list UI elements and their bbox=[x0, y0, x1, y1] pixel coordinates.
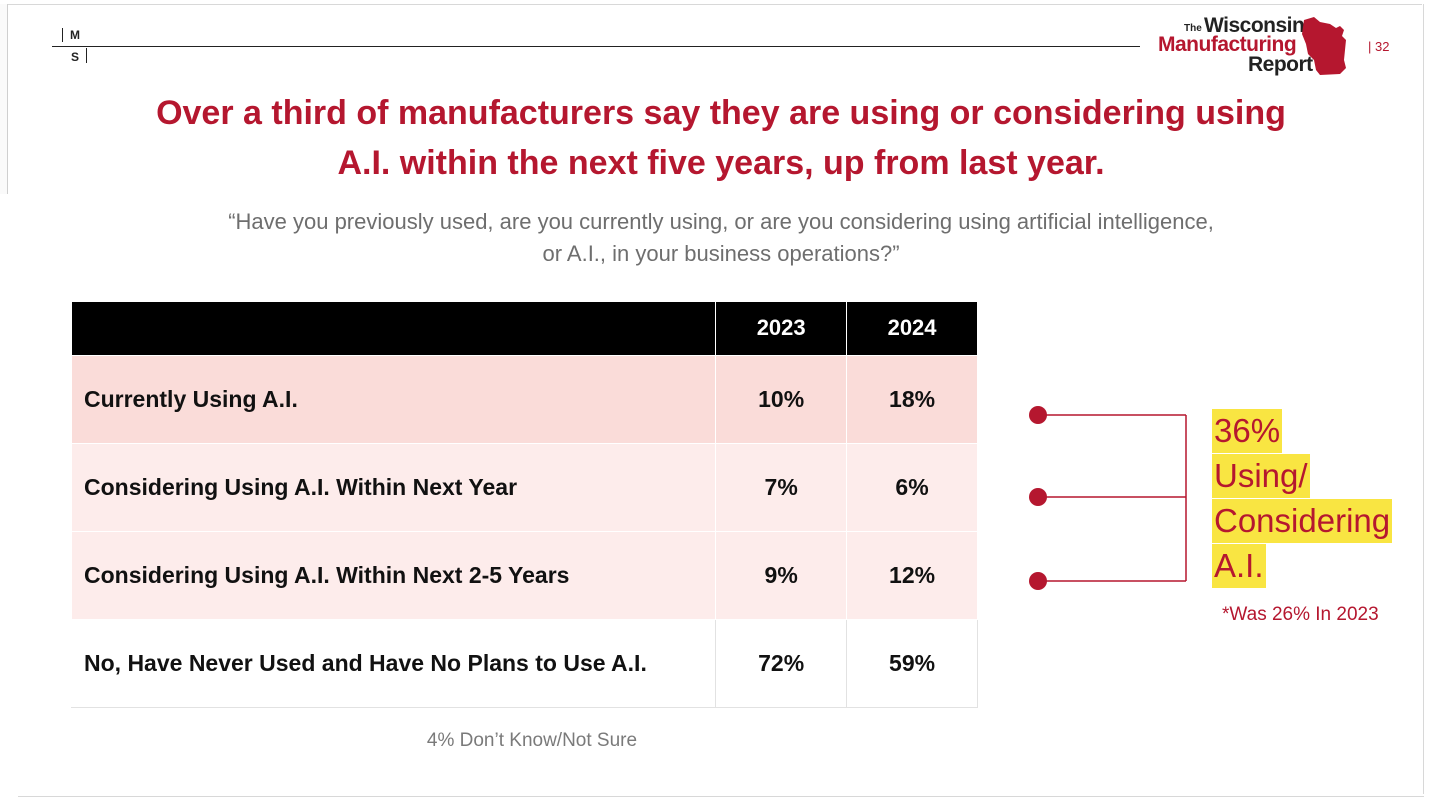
brand-the: The bbox=[1184, 23, 1202, 34]
slide-title: Over a third of manufacturers say they a… bbox=[60, 88, 1382, 188]
question-line-2: or A.I., in your business operations?” bbox=[542, 241, 900, 266]
value-2023: 9% bbox=[715, 530, 848, 620]
column-header-2024: 2024 bbox=[846, 302, 978, 355]
ms-logo-m: M bbox=[70, 28, 80, 42]
title-line-2: A.I. within the next five years, up from… bbox=[337, 144, 1105, 182]
callout-line-3: Considering bbox=[1212, 499, 1393, 543]
value-2023: 10% bbox=[715, 354, 848, 444]
question-line-1: “Have you previously used, are you curre… bbox=[228, 209, 1214, 234]
footnote: 4% Don’t Know/Not Sure bbox=[426, 730, 638, 751]
column-header-2023: 2023 bbox=[715, 302, 848, 355]
wisconsin-state-icon bbox=[1302, 17, 1346, 75]
wisconsin-manufacturing-report-logo: The Wisconsin Manufacturing Report bbox=[1150, 12, 1360, 78]
value-2024: 59% bbox=[846, 618, 978, 708]
brand-line2: Manufacturing bbox=[1158, 33, 1297, 56]
brand-line3: Report bbox=[1248, 53, 1313, 76]
table-header-row: 2023 2024 bbox=[71, 302, 978, 355]
bracket-connector bbox=[1029, 406, 1187, 590]
row-label: Considering Using A.I. Within Next Year bbox=[70, 442, 717, 532]
column-header-label bbox=[71, 302, 717, 355]
window-edge bbox=[0, 4, 8, 194]
value-2023: 7% bbox=[715, 442, 848, 532]
value-2024: 12% bbox=[846, 530, 978, 620]
survey-question: “Have you previously used, are you curre… bbox=[60, 206, 1382, 270]
ai-usage-table: 2023 2024 Currently Using A.I. 10% 18% C… bbox=[70, 302, 978, 708]
page-number: | 32 bbox=[1368, 39, 1390, 54]
ms-logo: M S bbox=[60, 26, 100, 66]
title-line-1: Over a third of manufacturers say they a… bbox=[156, 94, 1286, 132]
callout-percent: 36% bbox=[1212, 409, 1283, 453]
value-2024: 18% bbox=[846, 354, 978, 444]
row-label: No, Have Never Used and Have No Plans to… bbox=[70, 618, 717, 708]
slide-border-bottom bbox=[18, 796, 1424, 797]
slide-border-right bbox=[1423, 4, 1424, 794]
row-label: Considering Using A.I. Within Next 2-5 Y… bbox=[70, 530, 717, 620]
row-label: Currently Using A.I. bbox=[70, 354, 717, 444]
total-callout: 36% Using/ Considering A.I. bbox=[1212, 408, 1393, 588]
connector-dot bbox=[1029, 488, 1047, 506]
connector-dot bbox=[1029, 572, 1047, 590]
table-row: No, Have Never Used and Have No Plans to… bbox=[70, 618, 978, 708]
connector-dot bbox=[1029, 406, 1047, 424]
value-2023: 72% bbox=[715, 618, 848, 708]
header-rule bbox=[52, 46, 1140, 47]
table-row: Considering Using A.I. Within Next 2-5 Y… bbox=[70, 530, 978, 620]
prior-year-note: *Was 26% In 2023 bbox=[1222, 604, 1379, 625]
value-2024: 6% bbox=[846, 442, 978, 532]
callout-line-2: Using/ bbox=[1212, 454, 1310, 498]
brand-line1: Wisconsin bbox=[1204, 14, 1305, 37]
slide-border-top bbox=[8, 4, 1422, 5]
table-row: Currently Using A.I. 10% 18% bbox=[70, 354, 978, 444]
callout-line-4: A.I. bbox=[1212, 544, 1266, 588]
ms-logo-s: S bbox=[71, 50, 80, 64]
table-row: Considering Using A.I. Within Next Year … bbox=[70, 442, 978, 532]
